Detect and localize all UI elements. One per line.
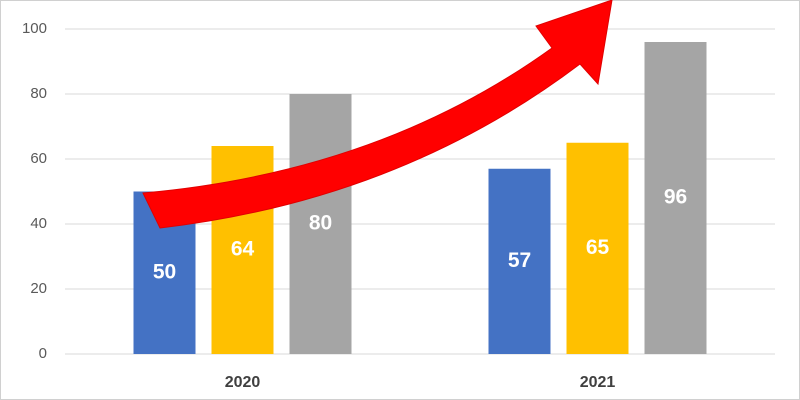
y-tick-label: 0 — [39, 345, 47, 362]
bar — [644, 42, 707, 354]
value-label: 96 — [664, 186, 687, 209]
x-tick-label: 2021 — [580, 374, 616, 391]
value-label: 65 — [586, 236, 610, 259]
bar — [488, 168, 551, 354]
value-label: 64 — [231, 238, 255, 261]
x-tick-label: 2020 — [225, 374, 261, 391]
bar — [566, 142, 629, 354]
y-tick-label: 60 — [30, 150, 47, 167]
bar — [289, 94, 352, 354]
value-label: 80 — [309, 212, 332, 235]
y-tick-label: 40 — [30, 215, 47, 232]
value-label: 57 — [508, 249, 531, 272]
value-label: 50 — [153, 260, 176, 283]
trend-arrow — [142, 0, 613, 229]
y-tick-label: 20 — [30, 280, 47, 297]
y-tick-label: 100 — [22, 20, 47, 37]
y-tick-label: 80 — [30, 85, 47, 102]
